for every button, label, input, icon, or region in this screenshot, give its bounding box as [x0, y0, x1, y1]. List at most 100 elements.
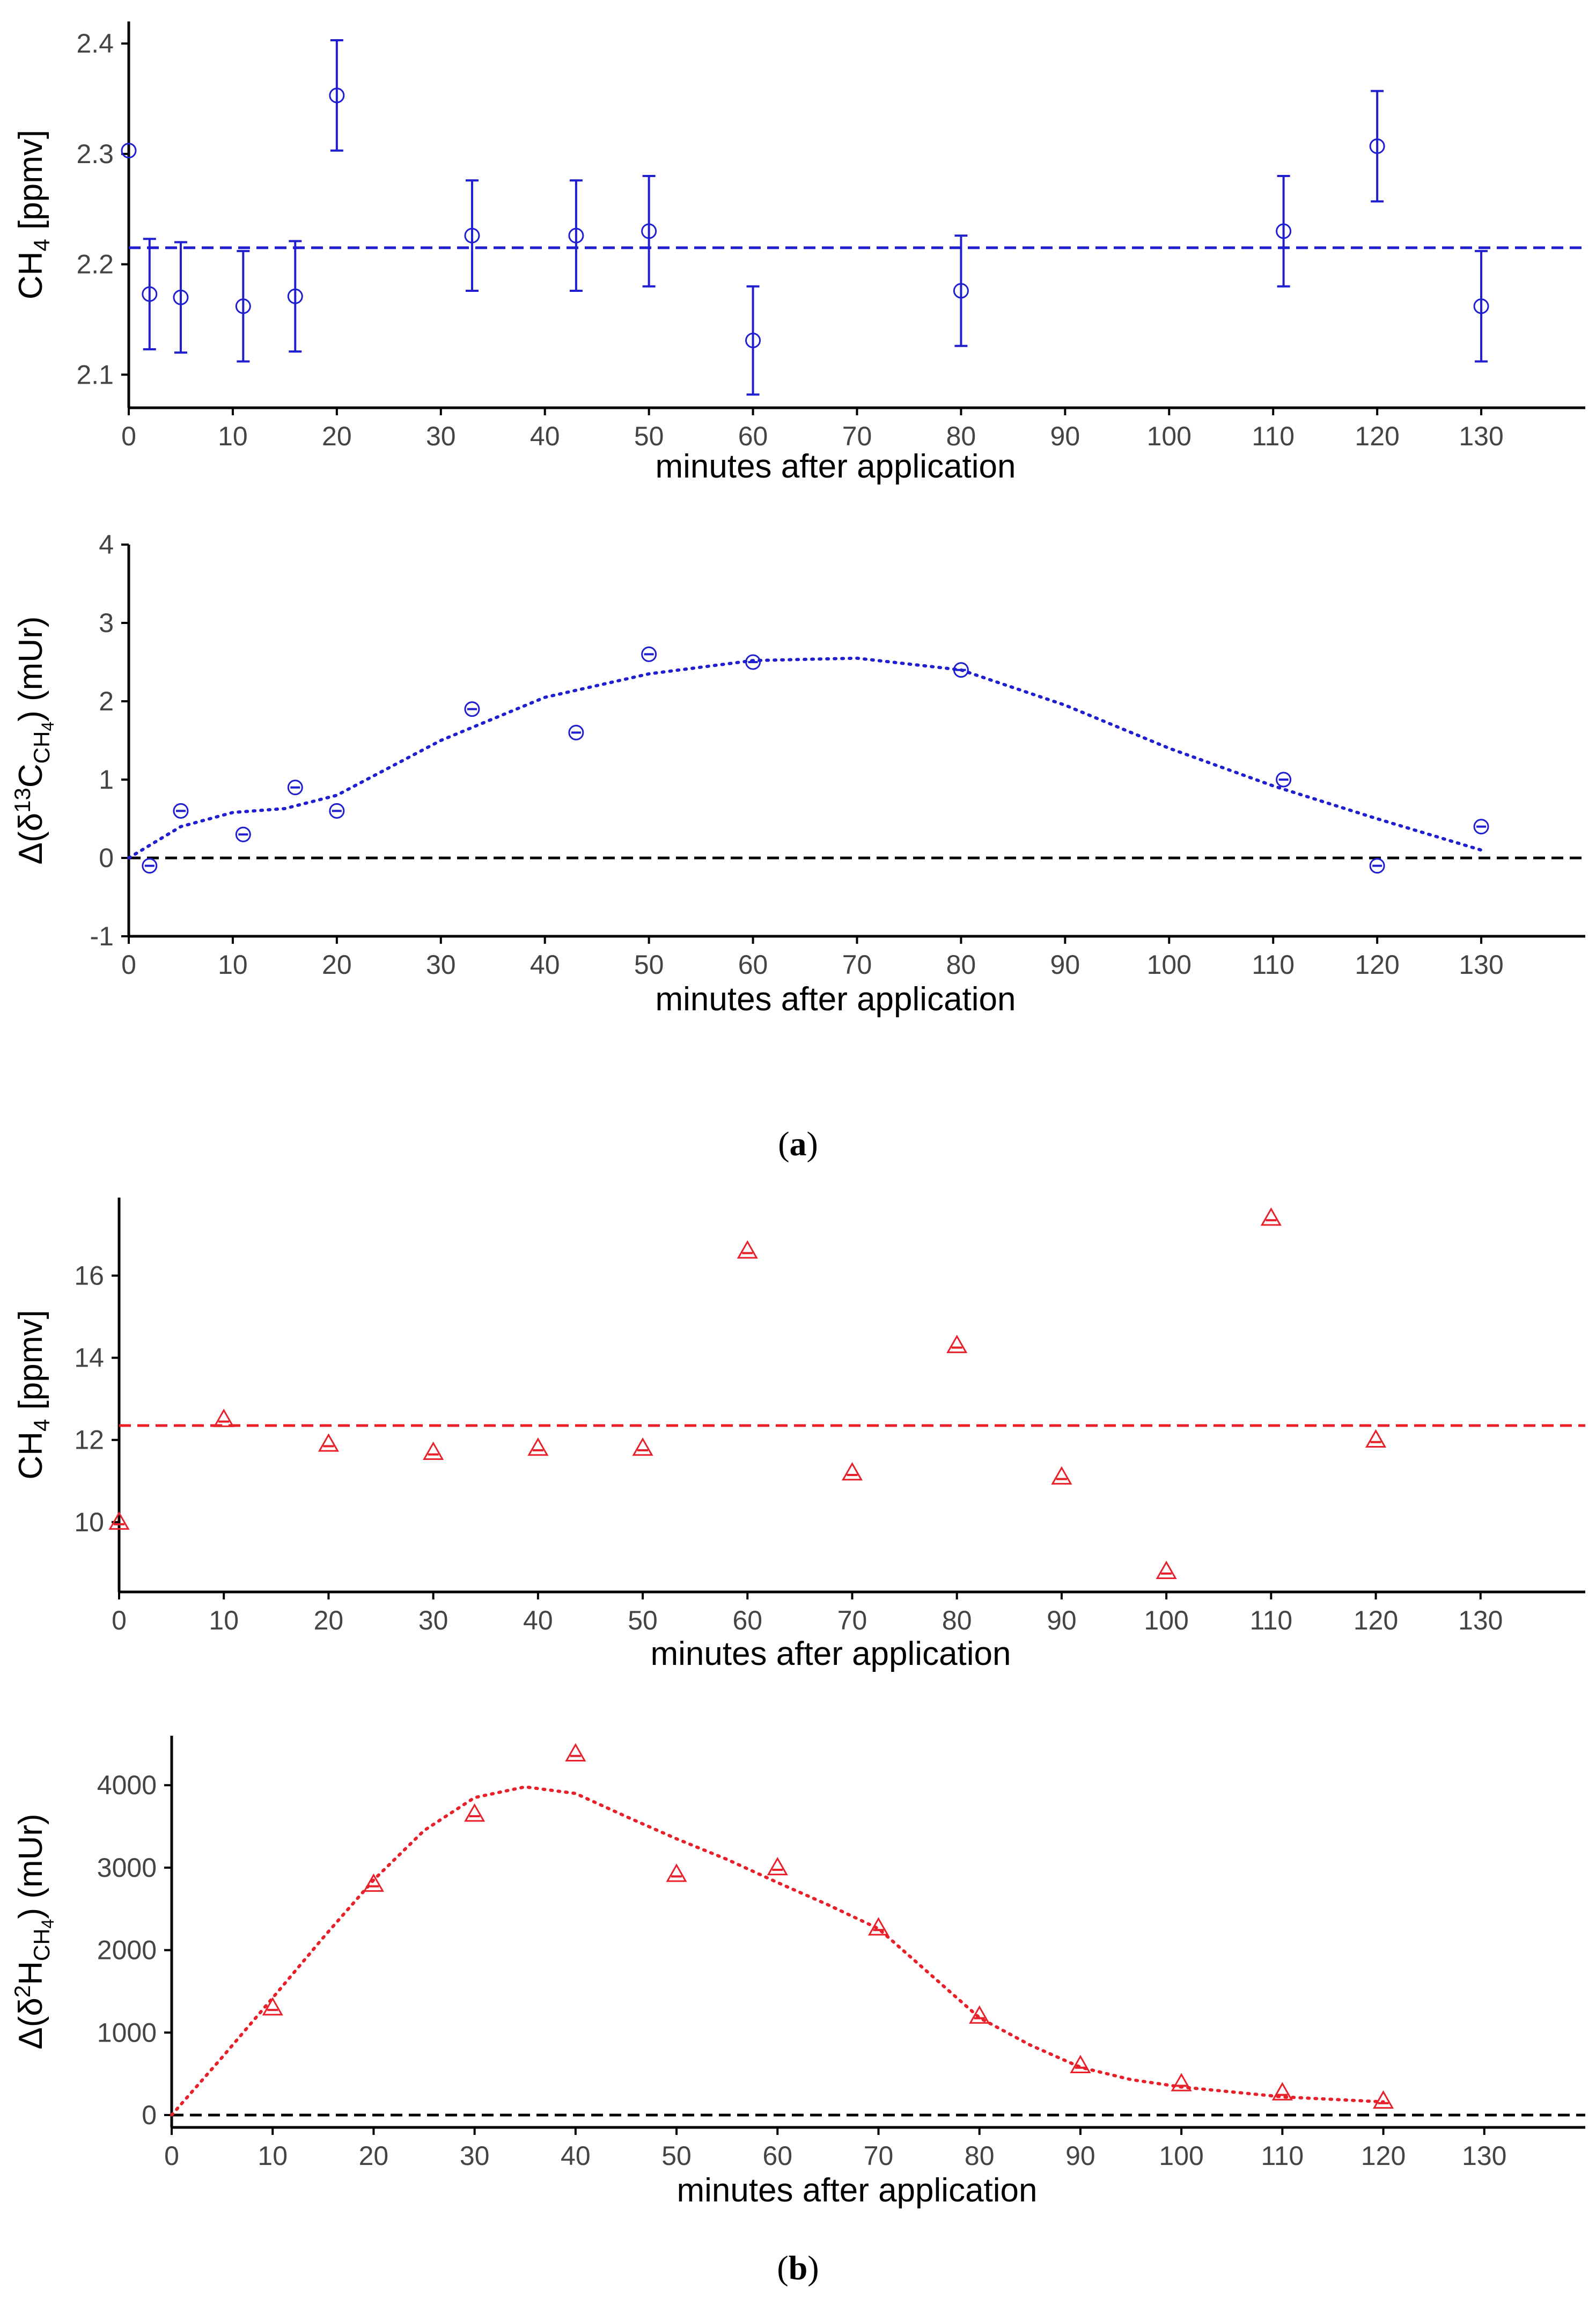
point-marker — [1156, 1560, 1177, 1579]
data-point — [641, 646, 657, 662]
data-point — [1156, 1560, 1177, 1579]
data-point — [464, 701, 480, 717]
y-tick-label: 0 — [142, 2100, 157, 2130]
x-axis-label: minutes after application — [650, 1635, 1011, 1672]
data-point — [953, 234, 969, 347]
data-point — [568, 724, 584, 740]
x-tick-label: 70 — [842, 421, 872, 451]
point-marker — [568, 724, 584, 740]
point-marker — [745, 333, 761, 349]
point-marker — [641, 646, 657, 662]
point-marker — [142, 286, 158, 302]
data-point — [1051, 1466, 1072, 1485]
point-marker — [632, 1437, 653, 1456]
x-tick-label: 80 — [965, 2141, 995, 2171]
caption-a: (a) — [778, 1125, 818, 1163]
data-point — [464, 1803, 486, 1822]
x-tick-label: 100 — [1144, 1605, 1188, 1635]
x-tick-label: 90 — [1047, 1605, 1077, 1635]
x-tick-label: 90 — [1065, 2141, 1095, 2171]
y-tick-label: 3000 — [97, 1853, 157, 1883]
x-tick-label: 60 — [738, 421, 768, 451]
y-tick-label: 2.3 — [76, 139, 114, 169]
x-tick-label: 50 — [661, 2141, 692, 2171]
x-tick-label: 120 — [1354, 1605, 1398, 1635]
point-marker — [568, 227, 584, 244]
point-marker — [363, 1873, 385, 1892]
data-point — [287, 240, 303, 353]
x-tick-label: 110 — [1252, 421, 1295, 451]
x-tick-label: 110 — [1261, 2141, 1304, 2171]
x-tick-label: 40 — [530, 950, 560, 980]
x-tick-label: 30 — [418, 1605, 448, 1635]
x-tick-label: 20 — [322, 421, 352, 451]
x-tick-label: 50 — [634, 950, 664, 980]
data-point — [1260, 1207, 1282, 1226]
point-marker — [737, 1240, 758, 1259]
point-marker — [841, 1462, 863, 1481]
data-point — [969, 2005, 990, 2024]
data-point — [423, 1441, 444, 1460]
x-tick-label: 90 — [1050, 950, 1080, 980]
point-marker — [565, 1743, 586, 1762]
y-tick-label: 16 — [74, 1260, 104, 1290]
point-marker — [464, 227, 480, 244]
y-tick-label: 1000 — [97, 2017, 157, 2047]
x-tick-label: 90 — [1050, 421, 1080, 451]
y-tick-label: 2 — [99, 686, 114, 716]
x-tick-label: 60 — [732, 1605, 762, 1635]
data-point — [142, 858, 158, 874]
data-point — [142, 238, 158, 350]
point-marker — [1276, 223, 1292, 239]
data-point — [1369, 858, 1385, 874]
x-tick-label: 70 — [842, 950, 872, 980]
data-point — [287, 780, 303, 796]
point-marker — [969, 2005, 990, 2024]
point-marker — [1473, 298, 1489, 314]
y-tick-label: 3 — [99, 608, 114, 638]
point-marker — [142, 858, 158, 874]
data-point — [1271, 2082, 1293, 2101]
point-marker — [262, 1997, 283, 2016]
y-tick-label: 14 — [74, 1343, 104, 1373]
x-axis-label: minutes after application — [655, 448, 1016, 485]
x-tick-label: 0 — [164, 2141, 179, 2171]
x-tick-label: 30 — [426, 421, 456, 451]
caption-b-letter: b — [788, 2249, 808, 2287]
y-tick-label: 4000 — [97, 1770, 157, 1800]
data-point — [318, 1433, 340, 1452]
x-tick-label: 130 — [1459, 950, 1503, 980]
data-point — [173, 803, 189, 819]
x-tick-label: 60 — [762, 2141, 792, 2171]
data-point — [632, 1437, 653, 1456]
data-point — [745, 654, 761, 670]
data-point — [946, 1334, 968, 1353]
point-marker — [423, 1441, 444, 1460]
data-point — [641, 175, 657, 288]
point-marker — [1271, 2082, 1293, 2101]
x-tick-label: 40 — [530, 421, 560, 451]
point-marker — [329, 87, 345, 104]
point-marker — [1276, 772, 1292, 788]
x-tick-label: 40 — [561, 2141, 591, 2171]
data-point — [1365, 1429, 1387, 1448]
x-tick-label: 100 — [1147, 421, 1192, 451]
data-point — [737, 1240, 758, 1259]
point-marker — [287, 288, 303, 304]
chart-b2: 0 10 20 30 40 50 60 70 80 90 100 110 120 130 0 1000 2000… — [10, 1736, 1585, 2209]
x-tick-label: 130 — [1458, 1605, 1503, 1635]
y-tick-label: 2.1 — [76, 359, 114, 390]
point-marker — [641, 223, 657, 239]
point-marker — [1473, 819, 1489, 835]
data-point — [527, 1437, 549, 1456]
point-marker — [1372, 2090, 1394, 2109]
x-tick-label: 50 — [634, 421, 664, 451]
point-marker — [767, 1856, 788, 1876]
x-tick-label: 20 — [314, 1605, 344, 1635]
point-marker — [1070, 2054, 1091, 2073]
x-tick-label: 110 — [1252, 950, 1295, 980]
y-axis-label: CH4 [ppmv] — [12, 130, 54, 299]
data-point — [1171, 2073, 1192, 2091]
y-tick-label: 12 — [74, 1425, 104, 1455]
point-marker — [953, 662, 969, 678]
